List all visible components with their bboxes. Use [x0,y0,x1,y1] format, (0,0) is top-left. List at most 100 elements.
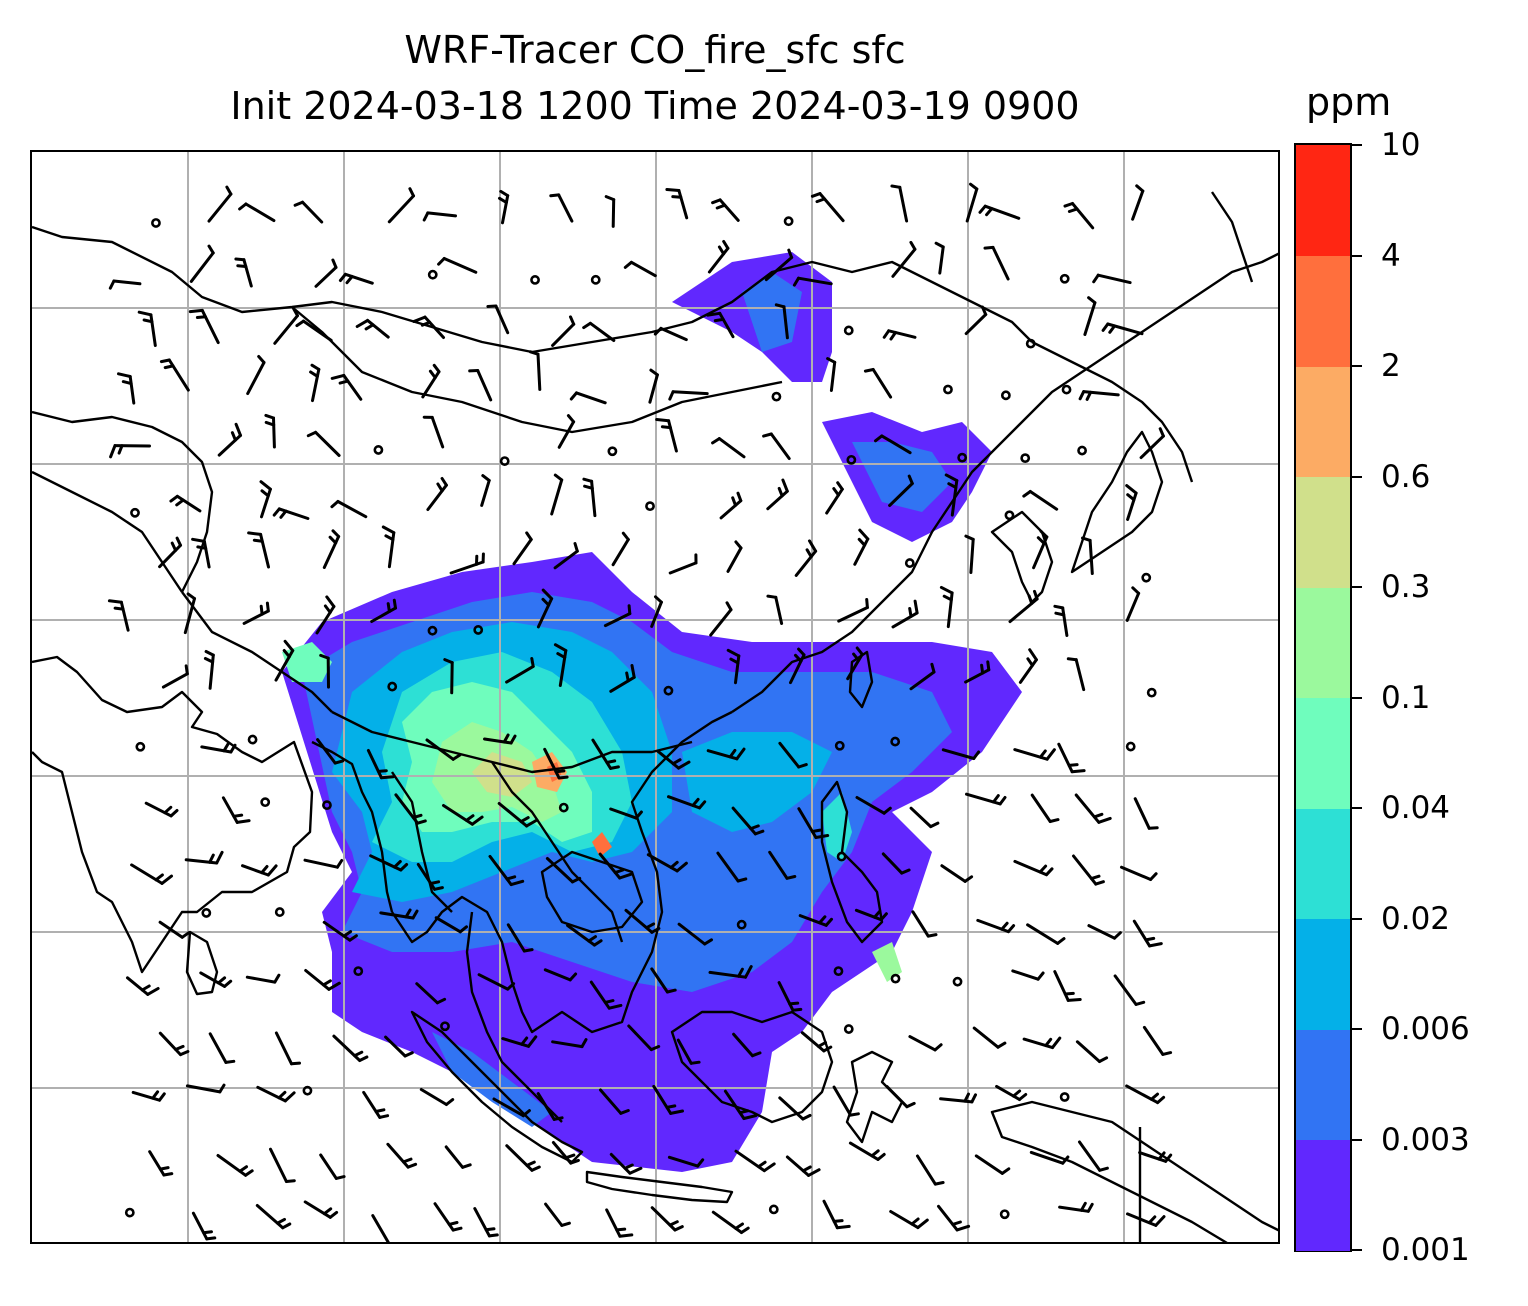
wind-barb [108,279,142,290]
wind-barb [216,1154,254,1177]
wind-barb [1125,1084,1166,1105]
wind-barb [274,639,295,682]
wind-barb [604,195,616,228]
calm-wind-circle [783,216,794,227]
wind-barb [1125,484,1138,521]
wind-barb [1133,797,1159,830]
calm-wind-circle [736,919,747,930]
wind-barb [442,804,484,826]
colorbar-tick [1352,475,1362,478]
wind-barb [785,1155,821,1177]
wind-barb [766,478,789,511]
calm-wind-circle [645,501,655,512]
coastline-bay-of-bengal-east [311,740,394,913]
wind-barb [272,507,310,520]
wind-barb [934,241,945,275]
wind-barb [1087,924,1122,940]
calm-wind-circle [943,384,953,395]
wind-barb [553,643,568,687]
coastline-malay-peninsula [465,911,563,1123]
colorbar-segment [1296,145,1350,256]
colorbar-tick-label: 0.3 [1381,569,1431,605]
plume-contour [592,832,612,857]
wind-barb [1066,657,1086,692]
coastline-india [32,655,314,974]
wind-barb [208,1032,236,1064]
wind-barb [837,598,869,623]
wind-barb [355,318,390,339]
colorbar-tick-label: 0.1 [1381,679,1431,716]
wind-barb [189,244,215,283]
colorbar-tick [1352,586,1362,588]
colorbar-segment [1296,1029,1350,1140]
wind-barb [528,350,542,391]
colorbar-tick [1352,254,1362,257]
wind-barb [148,1150,174,1177]
wind-barb [974,1154,1011,1175]
colorbar-segment [1296,476,1350,588]
wind-barb [650,1206,684,1232]
calm-wind-circle [833,966,844,977]
wind-barb [117,372,136,405]
wind-barb [303,858,344,869]
wind-barb [885,1085,916,1109]
calm-wind-circle [1125,741,1136,752]
wind-barb [726,540,743,573]
wind-barb [650,967,677,994]
wind-barb [480,474,491,507]
wind-barb [719,491,743,520]
wind-barb [443,658,454,695]
calm-wind-circle [135,741,146,752]
wind-barb [1029,1150,1070,1165]
wind-barb [652,1084,684,1115]
wind-barb [536,588,554,629]
wind-barb [1139,427,1165,460]
wind-barb [444,1145,472,1169]
plume-contour [472,752,532,797]
border-china-north [32,225,1033,354]
colorbar-segment [1296,255,1350,367]
colorbar [1294,143,1352,1252]
wind-barb [512,531,533,566]
wind-barb [370,598,397,623]
plume-contour [432,1032,552,1127]
wind-barb [891,599,919,629]
wind-barb [425,738,462,761]
wind-barb [582,321,616,342]
calm-wind-circle [590,274,601,285]
wind-barb [309,363,321,403]
wind-barb [965,182,979,223]
wind-barb [908,1035,943,1052]
wind-barb [184,850,224,865]
wind-barb [599,1088,630,1115]
calm-wind-circle [322,800,332,811]
coastline-new-guinea [990,1100,1278,1242]
wind-barb [711,437,746,459]
wind-barb [550,473,564,516]
calm-wind-circle [440,1021,450,1032]
coastline-japan [1070,430,1164,574]
wind-barb [366,749,395,780]
calm-wind-circle [771,391,782,402]
border-mongolia [291,306,783,434]
wind-barb [603,604,632,628]
wind-barb [412,315,445,339]
wind-barb [976,918,1016,934]
wind-barb [1125,586,1141,622]
colorbar-tick [1352,696,1362,699]
wind-barb [706,311,735,339]
wind-barb [731,806,765,836]
wind-barb [386,1142,418,1169]
wind-barb [188,308,220,345]
calm-wind-circle [904,558,915,568]
calm-wind-circle [1000,390,1011,401]
calm-wind-circle [302,1085,313,1096]
wind-barb [200,742,237,754]
wind-barb [203,650,215,690]
wind-barb [1078,390,1120,401]
wind-barb [653,326,688,342]
wind-barb [551,1038,588,1049]
wind-barb [264,413,276,449]
wind-barb [825,481,844,515]
wind-barb [315,595,336,635]
